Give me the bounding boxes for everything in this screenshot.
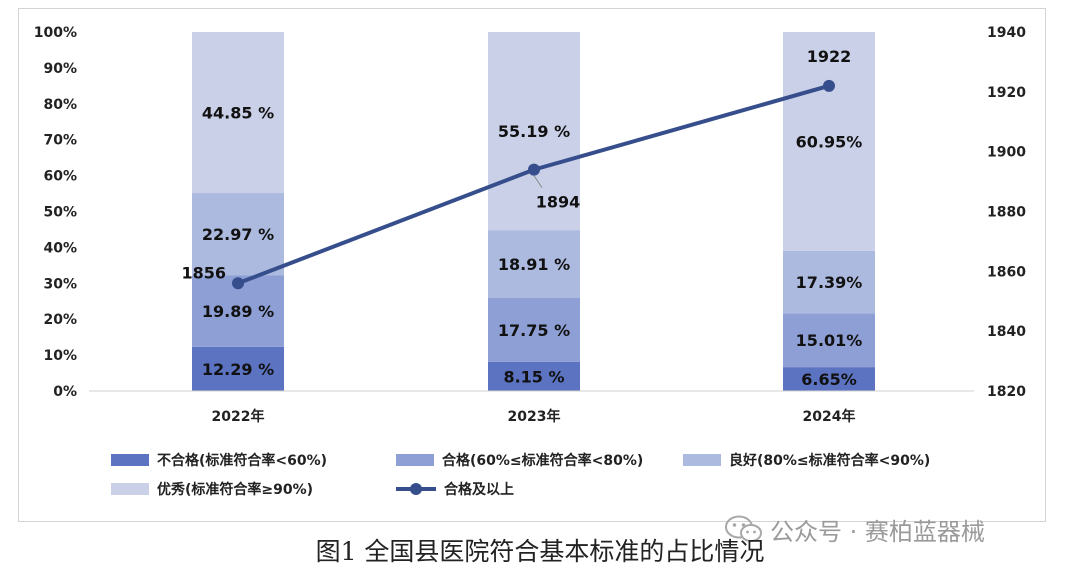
line-point <box>823 79 835 92</box>
bar-value-label: 22.97 % <box>202 225 274 244</box>
category-label: 2022年 <box>212 408 265 425</box>
right-tick-label: 1880 <box>987 205 1026 221</box>
right-tick-label: 1820 <box>987 384 1026 400</box>
bar-segment <box>783 250 875 314</box>
bar-value-label: 17.39% <box>796 273 863 292</box>
line-point-label: 1922 <box>807 47 852 66</box>
right-tick-label: 1860 <box>987 264 1026 280</box>
bar-value-label: 6.65% <box>801 370 857 389</box>
line-series: 1856 1894 1922 <box>181 47 852 290</box>
line-point <box>528 163 540 176</box>
left-tick-label: 70% <box>43 133 77 149</box>
right-axis-ticks: 1820 1840 1860 1880 1900 1920 1940 <box>987 25 1026 400</box>
legend: 不合格(标准符合率<60%) 合格(60%≤标准符合率<80%) 良好(80%≤标准… <box>111 452 930 498</box>
left-tick-label: 20% <box>43 312 77 328</box>
legend-entry: 不合格(标准符合率<60%) <box>157 452 327 469</box>
legend-swatch <box>683 454 721 466</box>
bar-value-label: 55.19 % <box>498 122 570 141</box>
left-tick-label: 80% <box>43 97 77 113</box>
wechat-icon <box>725 515 762 542</box>
bar-segment <box>488 32 580 231</box>
bar-value-label: 15.01% <box>796 331 863 350</box>
chart-frame: 0% 10% 20% 30% 40% 50% 60% 70% 80% 90% 100% 1820 18… <box>18 8 1046 522</box>
figure-caption: 图1 全国县医院符合基本标准的占比情况 <box>315 537 765 566</box>
bar-segment <box>192 32 284 194</box>
legend-entry: 合格及以上 <box>444 481 514 498</box>
bar-segment <box>783 367 875 391</box>
bar-segment <box>488 298 580 362</box>
category-label: 2024年 <box>803 408 856 425</box>
bar-segment <box>488 361 580 391</box>
bars: 12.29 % 19.89 % 22.97 % 44.85 % 8.15 % 17.75 … <box>192 32 875 391</box>
legend-swatch <box>111 483 149 495</box>
bar-value-label: 12.29 % <box>202 360 274 379</box>
line-point-label: 1894 <box>536 193 581 212</box>
left-tick-label: 90% <box>43 61 77 77</box>
bar-value-label: 8.15 % <box>503 367 564 386</box>
right-tick-label: 1920 <box>987 85 1026 101</box>
left-tick-label: 30% <box>43 276 77 292</box>
bar-value-label: 17.75 % <box>498 321 570 340</box>
legend-entry: 优秀(标准符合率≥90%) <box>157 481 313 498</box>
left-tick-label: 10% <box>43 348 77 364</box>
bar-segment <box>783 32 875 251</box>
category-label: 2023年 <box>508 408 561 425</box>
bar-segment <box>783 313 875 368</box>
right-tick-label: 1900 <box>987 145 1026 161</box>
bar-segment <box>192 346 284 391</box>
legend-swatch <box>111 454 149 466</box>
left-tick-label: 100% <box>34 25 77 41</box>
left-tick-label: 50% <box>43 205 77 221</box>
right-tick-label: 1840 <box>987 324 1026 340</box>
bar-value-label: 19.89 % <box>202 302 274 321</box>
stacked-bar-line-chart: 0%10%20%30%40%50%60%70%80%90%100% 182018… <box>34 25 1026 498</box>
legend-entry: 合格(60%≤标准符合率<80%) <box>442 452 643 469</box>
bar-value-label: 60.95% <box>796 132 863 151</box>
legend-entry: 良好(80%≤标准符合率<90%) <box>729 452 930 469</box>
right-tick-label: 1940 <box>987 25 1026 41</box>
watermark: 公众号 · 赛柏蓝器械 <box>724 512 1054 546</box>
bar-segment <box>192 193 284 276</box>
bar-value-label: 44.85 % <box>202 104 274 123</box>
line-point-label: 1856 <box>181 263 226 282</box>
legend-swatch <box>396 454 434 466</box>
label-leader-line <box>533 175 543 188</box>
bar-segment <box>488 230 580 299</box>
left-tick-label: 0% <box>53 384 77 400</box>
line-point <box>232 277 244 290</box>
left-tick-label: 40% <box>43 240 77 256</box>
left-tick-label: 60% <box>43 169 77 185</box>
category-labels: 2022年 2023年 2024年 <box>212 408 856 425</box>
left-axis-ticks: 0% 10% 20% 30% 40% 50% 60% 70% 80% 90% 100% <box>34 25 77 400</box>
watermark-text: 公众号 · 赛柏蓝器械 <box>770 517 985 546</box>
legend-line-marker <box>410 483 422 495</box>
bar-value-label: 18.91 % <box>498 255 570 274</box>
